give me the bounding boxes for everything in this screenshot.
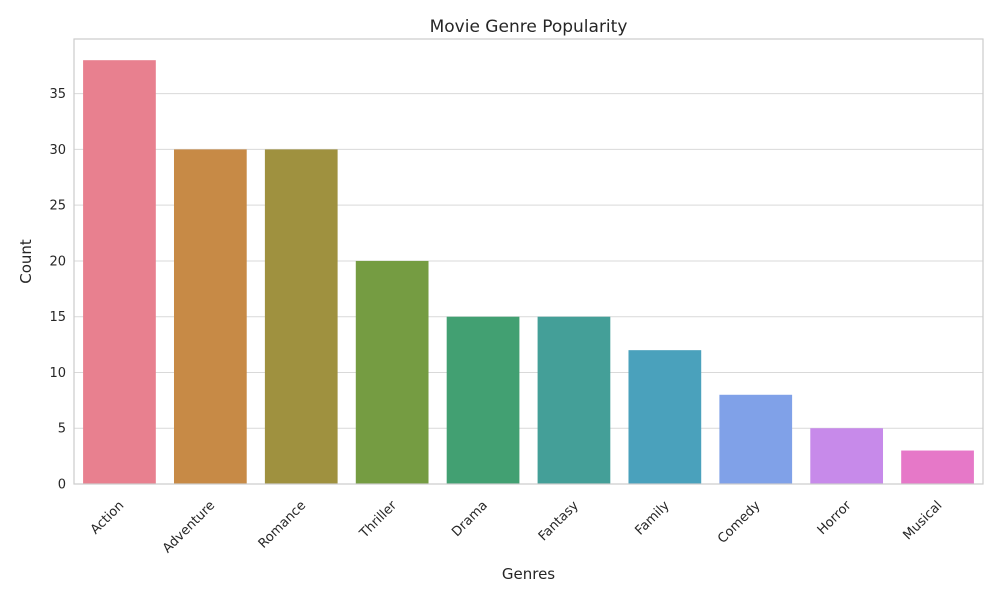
y-tick-20: 20 bbox=[49, 254, 66, 269]
y-tick-15: 15 bbox=[49, 310, 66, 325]
bar-action bbox=[83, 60, 156, 484]
bars bbox=[83, 60, 974, 485]
bar-romance bbox=[264, 149, 338, 485]
bar-adventure bbox=[173, 149, 247, 485]
y-tick-0: 0 bbox=[58, 478, 66, 493]
bar-thriller bbox=[355, 260, 429, 484]
y-tick-25: 25 bbox=[49, 199, 66, 214]
bar-family bbox=[628, 350, 702, 484]
plot-frame bbox=[73, 38, 984, 485]
x-axis-label: Genres bbox=[502, 565, 555, 583]
y-tick-10: 10 bbox=[49, 366, 66, 381]
chart-title: Movie Genre Popularity bbox=[430, 17, 628, 37]
y-tick-labels: 0 5 10 15 20 25 30 35 bbox=[49, 87, 66, 492]
y-axis-label: Count bbox=[17, 239, 35, 284]
bar-horror bbox=[810, 428, 884, 484]
bar-comedy bbox=[719, 394, 793, 484]
y-tick-30: 30 bbox=[49, 143, 66, 158]
bar-fantasy bbox=[537, 316, 611, 484]
bar-drama bbox=[446, 316, 520, 484]
bar-musical bbox=[901, 450, 974, 484]
y-tick-35: 35 bbox=[49, 87, 66, 102]
y-tick-5: 5 bbox=[58, 422, 66, 437]
